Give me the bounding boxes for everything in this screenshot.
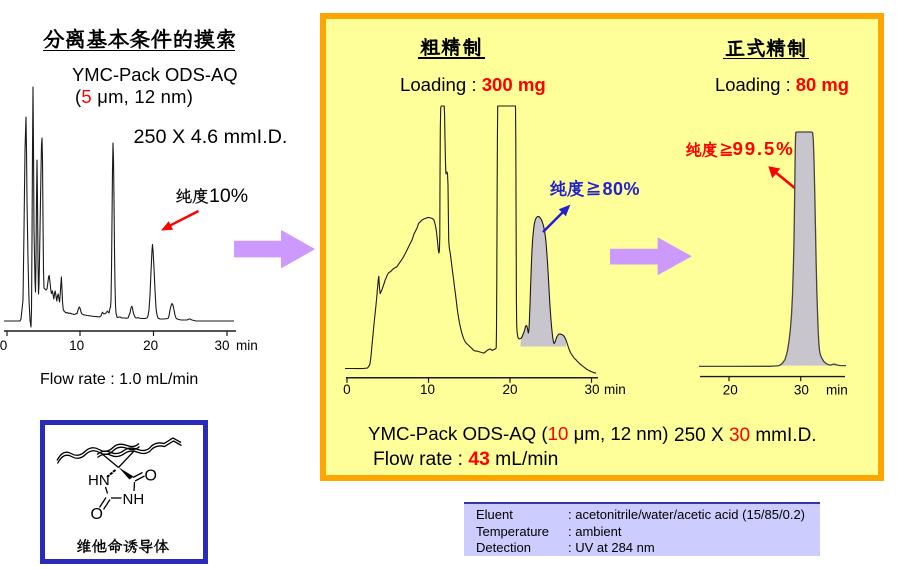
svg-text:NH: NH xyxy=(123,491,145,508)
svg-text:min: min xyxy=(604,382,626,397)
svg-text:10: 10 xyxy=(420,382,435,397)
svg-text:30: 30 xyxy=(214,338,229,353)
svg-text:min: min xyxy=(236,338,258,353)
svg-text:0: 0 xyxy=(0,338,7,353)
svg-text:O: O xyxy=(91,506,103,523)
svg-text:20: 20 xyxy=(723,383,738,398)
svg-text:30: 30 xyxy=(584,382,599,397)
svg-text:10: 10 xyxy=(69,338,84,353)
svg-text:20: 20 xyxy=(502,382,517,397)
svg-text:0: 0 xyxy=(343,382,351,397)
svg-text:30: 30 xyxy=(794,383,809,398)
svg-text:20: 20 xyxy=(143,338,158,353)
svg-text:min: min xyxy=(826,383,848,398)
svg-text:HN: HN xyxy=(88,472,110,489)
svg-text:O: O xyxy=(145,468,157,485)
